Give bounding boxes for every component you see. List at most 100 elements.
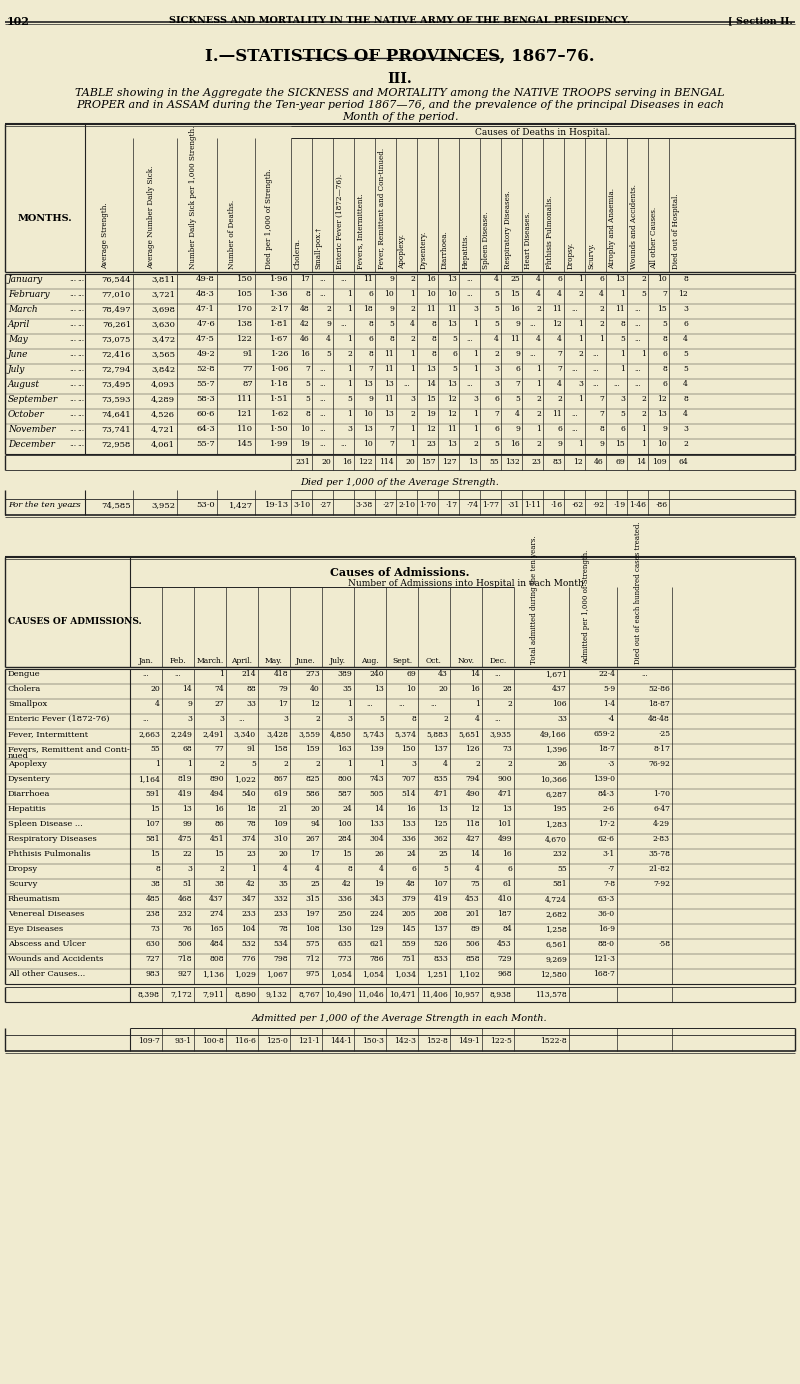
Text: ...: ... [634, 335, 641, 343]
Text: 129: 129 [370, 925, 384, 933]
Text: 24: 24 [342, 805, 352, 812]
Text: 12: 12 [658, 394, 667, 403]
Text: 72,958: 72,958 [102, 440, 131, 448]
Text: 2: 2 [494, 350, 499, 358]
Text: 214: 214 [242, 670, 256, 678]
Text: 8: 8 [599, 425, 604, 433]
Text: 7: 7 [389, 425, 394, 433]
Text: ...: ... [494, 670, 502, 678]
Text: 72,416: 72,416 [102, 350, 131, 358]
Text: 231: 231 [295, 458, 310, 466]
Text: 13: 13 [384, 381, 394, 388]
Text: 78: 78 [246, 819, 256, 828]
Text: 23: 23 [531, 458, 541, 466]
Text: 1: 1 [347, 760, 352, 768]
Text: ...: ... [69, 320, 76, 328]
Text: 49·2: 49·2 [196, 350, 215, 358]
Text: 159: 159 [306, 745, 320, 753]
Text: September: September [8, 394, 58, 404]
Text: 468: 468 [178, 895, 192, 902]
Text: August: August [8, 381, 40, 389]
Text: 145: 145 [237, 440, 253, 448]
Text: 3: 3 [683, 304, 688, 313]
Text: 106: 106 [552, 700, 567, 709]
Text: 63·3: 63·3 [598, 895, 615, 902]
Text: October: October [8, 410, 45, 419]
Text: 274: 274 [210, 911, 224, 918]
Text: 5: 5 [389, 320, 394, 328]
Text: CAUSES OF ADMISSIONS.: CAUSES OF ADMISSIONS. [8, 617, 142, 626]
Text: 453: 453 [466, 895, 480, 902]
Text: 8: 8 [683, 394, 688, 403]
Text: 1·81: 1·81 [270, 320, 289, 328]
Text: 2: 2 [599, 320, 604, 328]
Text: 983: 983 [146, 970, 160, 978]
Text: 5: 5 [683, 350, 688, 358]
Text: ...: ... [571, 410, 578, 418]
Text: 69: 69 [615, 458, 625, 466]
Text: 9: 9 [368, 394, 373, 403]
Text: 18: 18 [363, 304, 373, 313]
Text: 635: 635 [338, 940, 352, 948]
Text: Died per 1,000 of Strength.: Died per 1,000 of Strength. [265, 169, 273, 268]
Text: 968: 968 [498, 970, 512, 978]
Text: Small-pox.†: Small-pox.† [314, 227, 322, 268]
Text: ·58: ·58 [658, 940, 670, 948]
Text: 2: 2 [578, 350, 583, 358]
Text: 1: 1 [536, 365, 541, 374]
Text: ·92: ·92 [592, 501, 604, 509]
Text: 74: 74 [214, 685, 224, 693]
Text: 8: 8 [662, 365, 667, 374]
Text: 168·7: 168·7 [593, 970, 615, 978]
Text: 9: 9 [515, 350, 520, 358]
Text: ·19: ·19 [613, 501, 625, 509]
Text: 4: 4 [283, 865, 288, 873]
Text: Scurvy.: Scurvy. [587, 242, 595, 268]
Text: 16: 16 [502, 850, 512, 858]
Text: 2: 2 [475, 760, 480, 768]
Text: 240: 240 [370, 670, 384, 678]
Text: 233: 233 [241, 911, 256, 918]
Text: Number of Deaths.: Number of Deaths. [228, 199, 236, 268]
Text: SICKNESS AND MORTALITY IN THE NATIVE ARMY OF THE BENGAL PRESIDENCY.: SICKNESS AND MORTALITY IN THE NATIVE ARM… [170, 17, 630, 25]
Text: 1: 1 [347, 700, 352, 709]
Text: 5: 5 [305, 394, 310, 403]
Text: 122: 122 [358, 458, 373, 466]
Text: July.: July. [330, 657, 346, 664]
Text: 14: 14 [636, 458, 646, 466]
Text: 12: 12 [470, 805, 480, 812]
Text: 35: 35 [342, 685, 352, 693]
Text: 4: 4 [557, 335, 562, 343]
Text: 125·0: 125·0 [266, 1037, 288, 1045]
Text: 1,029: 1,029 [234, 970, 256, 978]
Text: 3: 3 [187, 865, 192, 873]
Text: 11: 11 [426, 304, 436, 313]
Text: Dec.: Dec. [490, 657, 506, 664]
Text: 142·3: 142·3 [394, 1037, 416, 1045]
Text: 11: 11 [615, 304, 625, 313]
Text: July: July [8, 365, 26, 374]
Text: Dropsy: Dropsy [8, 865, 38, 873]
Text: 15: 15 [214, 850, 224, 858]
Text: ...: ... [77, 440, 84, 448]
Text: 150: 150 [402, 745, 416, 753]
Text: 88·0: 88·0 [598, 940, 615, 948]
Text: 35: 35 [278, 880, 288, 889]
Text: 6: 6 [683, 320, 688, 328]
Text: Died out of Hospital.: Died out of Hospital. [671, 194, 679, 268]
Text: 2·10: 2·10 [398, 501, 415, 509]
Text: ...: ... [366, 700, 374, 709]
Text: 284: 284 [338, 835, 352, 843]
Text: 144·1: 144·1 [330, 1037, 352, 1045]
Text: 163: 163 [338, 745, 352, 753]
Text: 16: 16 [426, 275, 436, 282]
Text: 3,811: 3,811 [151, 275, 175, 282]
Text: ...: ... [634, 304, 641, 313]
Text: 64·3: 64·3 [196, 425, 215, 433]
Text: ...: ... [69, 501, 76, 509]
Text: 8: 8 [305, 291, 310, 298]
Text: 77: 77 [214, 745, 224, 753]
Text: 900: 900 [498, 775, 512, 783]
Text: 122·5: 122·5 [490, 1037, 512, 1045]
Text: Diarrhoea.: Diarrhoea. [441, 230, 449, 268]
